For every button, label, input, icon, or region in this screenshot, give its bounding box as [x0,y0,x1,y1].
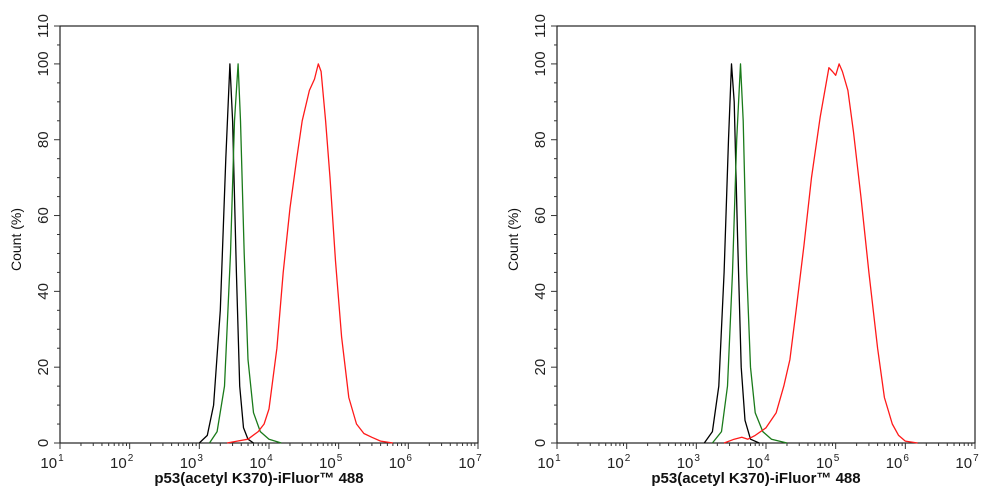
y-tick-label: 40 [35,283,52,300]
x-tick-label: 104 [746,453,770,472]
histogram-series-2 [208,63,282,444]
x-tick-exponent: 4 [267,453,273,464]
x-tick-exponent: 3 [694,453,700,464]
y-tick-label: 110 [532,14,549,38]
x-tick-label: 102 [607,453,631,472]
y-tick-label: 60 [35,207,52,224]
histogram-series-3 [226,63,393,444]
x-tick-base: 10 [389,455,406,472]
y-axis-label: Count (%) [8,208,24,271]
y-tick-label: 80 [532,131,549,148]
x-tick-label: 103 [677,453,701,472]
x-tick-base: 10 [886,455,903,472]
x-tick-exponent: 4 [764,453,770,464]
histogram-series-1 [703,63,760,444]
x-tick-exponent: 1 [58,453,64,464]
y-tick-label: 100 [532,51,549,76]
plot-frame [556,25,976,444]
x-tick-base: 10 [607,455,624,472]
x-tick-label: 105 [319,453,343,472]
x-tick-exponent: 1 [555,453,561,464]
x-tick-exponent: 6 [406,453,412,464]
x-tick-base: 10 [110,455,127,472]
x-tick-label: 101 [537,453,561,472]
x-tick-exponent: 3 [197,453,203,464]
x-tick-base: 10 [537,455,554,472]
y-tick-label: 40 [532,283,549,300]
x-tick-exponent: 6 [903,453,909,464]
x-tick-exponent: 5 [337,453,343,464]
x-tick-base: 10 [816,455,833,472]
y-tick-label: 100 [35,51,52,76]
x-tick-exponent: 2 [128,453,134,464]
x-tick-label: 106 [886,453,910,472]
x-tick-label: 102 [110,453,134,472]
x-tick-exponent: 5 [834,453,840,464]
x-tick-base: 10 [955,455,972,472]
y-tick-label: 110 [35,14,52,38]
y-tick-label: 0 [532,439,549,447]
x-tick-base: 10 [180,455,197,472]
y-tick-label: 20 [532,359,549,376]
y-axis-label: Count (%) [505,208,521,271]
x-tick-label: 105 [816,453,840,472]
x-tick-exponent: 7 [973,453,979,464]
x-tick-base: 10 [40,455,57,472]
y-tick-label: 60 [532,207,549,224]
x-tick-label: 107 [955,453,979,472]
x-tick-base: 10 [249,455,266,472]
x-tick-exponent: 2 [625,453,631,464]
y-tick-label: 80 [35,131,52,148]
histogram-series-3 [723,63,918,444]
x-tick-base: 10 [319,455,336,472]
y-tick-label: 20 [35,359,52,376]
histogram-series-1 [198,63,254,444]
x-axis-label: p53(acetyl K370)-iFluor™ 488 [154,470,363,487]
x-tick-label: 103 [180,453,204,472]
x-tick-base: 10 [746,455,763,472]
x-tick-label: 104 [249,453,273,472]
x-axis-label: p53(acetyl K370)-iFluor™ 488 [651,470,860,487]
histogram-series-2 [711,63,788,444]
x-tick-label: 107 [458,453,482,472]
x-tick-base: 10 [458,455,475,472]
x-tick-label: 101 [40,453,64,472]
x-tick-base: 10 [677,455,694,472]
x-tick-exponent: 7 [476,453,482,464]
plot-frame [59,25,479,444]
y-tick-label: 0 [35,439,52,447]
x-tick-label: 106 [389,453,413,472]
